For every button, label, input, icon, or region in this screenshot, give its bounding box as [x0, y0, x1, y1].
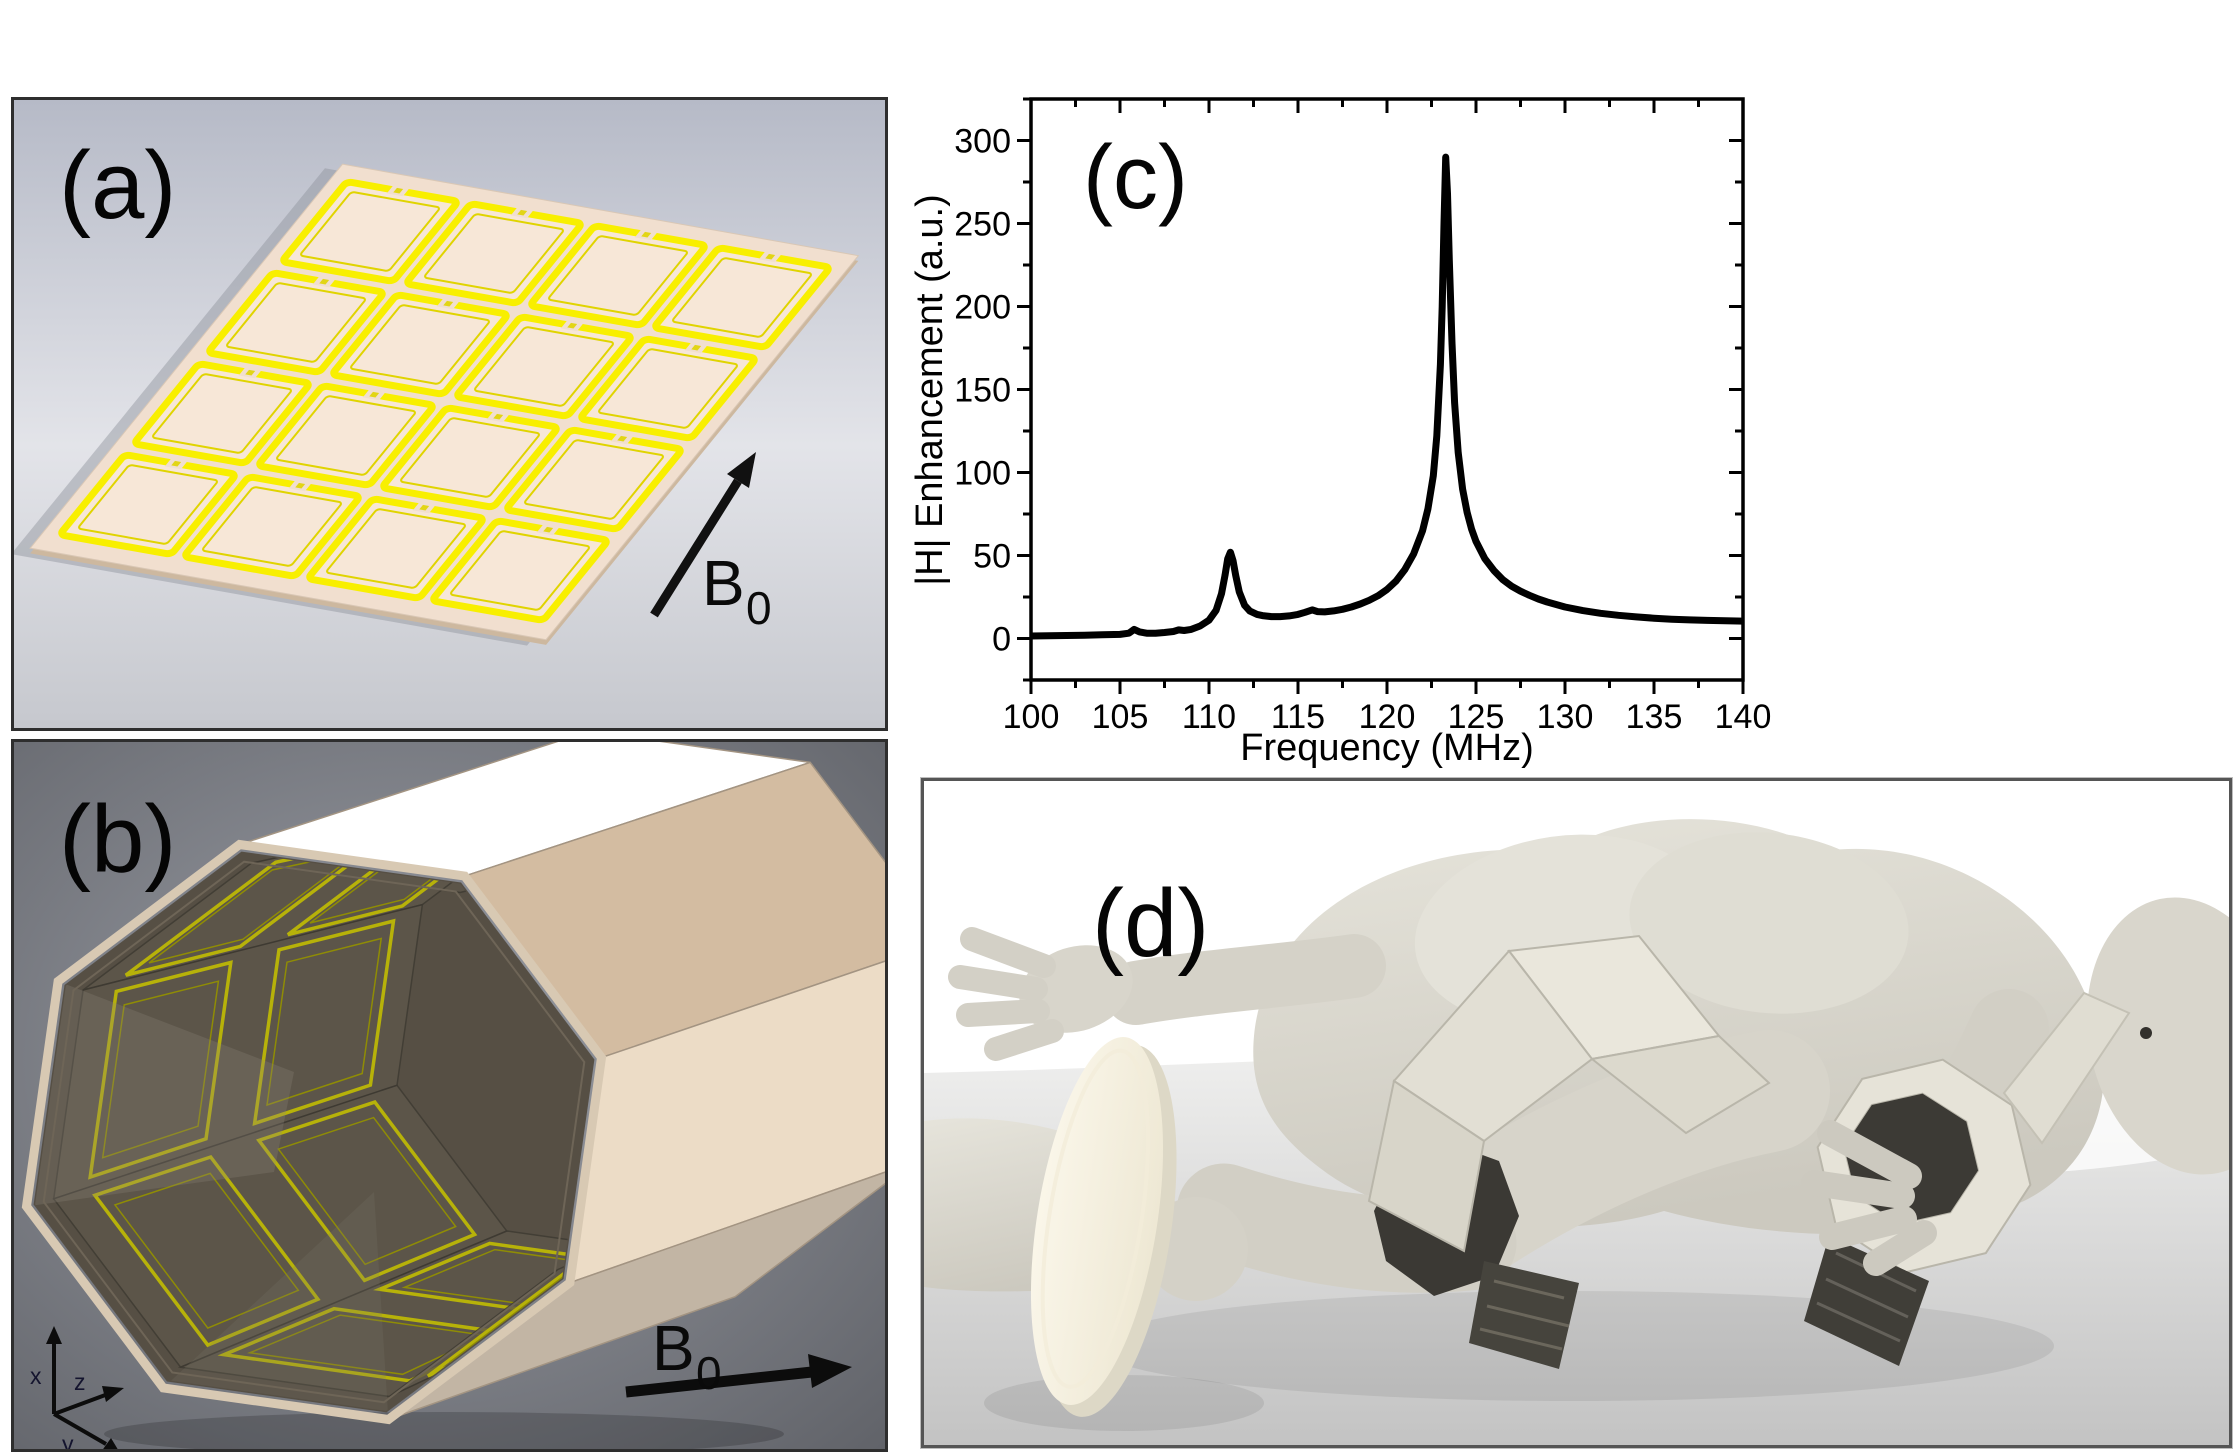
hip-mound-right: [1629, 832, 1909, 1014]
y-axis-title: |H| Enhancement (a.u.): [909, 194, 951, 586]
b0-subscript-a: 0: [746, 582, 772, 634]
x-tick-label: 130: [1537, 698, 1594, 736]
chart-curve: [1031, 153, 1743, 640]
panel-c-label: (c): [1083, 128, 1188, 228]
octagon-scene: [21, 742, 885, 1425]
series-line: [1031, 153, 1743, 640]
y-tick-label: 0: [992, 621, 1011, 659]
y-tick-label: 100: [954, 455, 1011, 493]
y-tick-label: 250: [954, 206, 1011, 244]
x-tick-label: 120: [1359, 698, 1416, 736]
left-arm: [1104, 934, 1386, 1025]
knee-coil-brace: [1367, 934, 1771, 1369]
panel-d-body-model: (d): [920, 777, 2233, 1449]
panel-b-label: (b): [59, 786, 176, 893]
ring-strap: [2002, 991, 2131, 1145]
x-tick-label: 115: [1271, 698, 1325, 736]
ring-dark-panel: [1804, 1236, 1929, 1366]
foot-sole: [1030, 1037, 1177, 1417]
x-axis-title: Frequency (MHz): [1240, 727, 1534, 769]
plot-box: [1029, 97, 1745, 682]
panel-b-octagon-tube: x z y B 0 (b): [11, 739, 888, 1452]
x-tick-label: 110: [1182, 698, 1236, 736]
y-tick-label: 300: [954, 123, 1011, 161]
ear-dot: [2140, 1027, 2152, 1039]
panel-a-coil-array: B 0 (a): [11, 97, 888, 731]
head: [2086, 897, 2229, 1175]
foot-shadow: [984, 1375, 1264, 1431]
x-tick-label: 105: [1092, 698, 1149, 736]
x-tick-label: 125: [1448, 698, 1505, 736]
chart-background: [898, 38, 1798, 783]
b0-label-a: B: [702, 547, 745, 619]
x-tick-label: 140: [1715, 698, 1772, 736]
x-tick-label: 100: [1003, 698, 1060, 736]
y-tick-label: 50: [973, 538, 1011, 576]
axis-z-label: z: [74, 1369, 86, 1395]
y-tick-label: 200: [954, 289, 1011, 327]
right-fingers: [1801, 1120, 1937, 1276]
axis-x-label: x: [30, 1363, 42, 1389]
panel-d-label: (d): [1092, 870, 1209, 977]
y-tick-label: 150: [954, 372, 1011, 410]
tube-shadow: [104, 1412, 784, 1449]
octagon-tube-render: x z y B 0 (b): [14, 742, 885, 1449]
b0-subscript-b: 0: [696, 1347, 722, 1399]
coil-array-render: B 0 (a): [14, 100, 885, 728]
x-tick-label: 135: [1626, 698, 1683, 736]
b0-label-b: B: [652, 1312, 695, 1384]
b0-arrow-icon: [650, 452, 756, 618]
panel-a-label: (a): [59, 132, 176, 239]
left-fingers: [948, 927, 1064, 1061]
body-model-render: (d): [924, 781, 2229, 1445]
chart-tick-labels: 100 105 110 115 120 125 130 135 140 0 50 100 150 200 2…: [954, 123, 1771, 737]
b0-arrow-icon: [625, 1354, 852, 1398]
coil-plate: [14, 162, 862, 649]
panel-c-chart: 100 105 110 115 120 125 130 135 140 0 50 100 150 200 2…: [898, 38, 1798, 783]
coordinate-axes-icon: [46, 1326, 124, 1449]
axis-y-label: y: [62, 1431, 74, 1449]
enhancement-chart: 100 105 110 115 120 125 130 135 140 0 50 100 150 200 2…: [898, 38, 1798, 783]
